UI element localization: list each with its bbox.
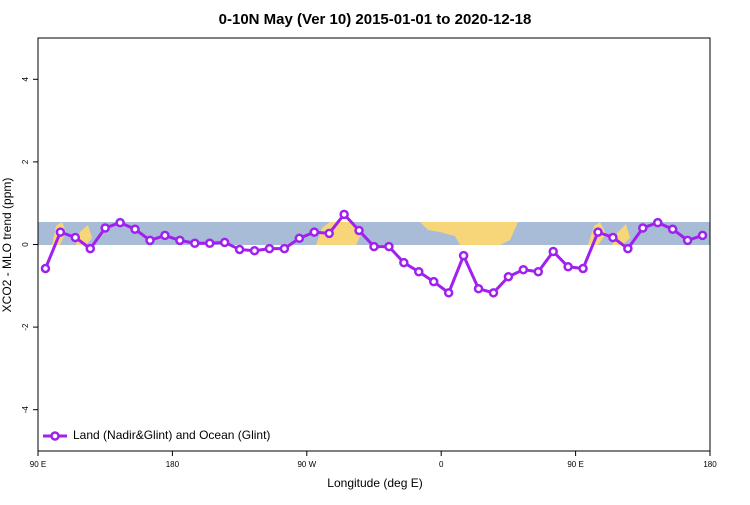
point — [190, 238, 200, 249]
point — [623, 243, 633, 254]
point — [369, 241, 379, 252]
point — [697, 230, 708, 241]
point — [593, 227, 603, 237]
point — [533, 267, 544, 277]
land — [316, 222, 362, 245]
point — [145, 235, 155, 246]
y-tick-label: 2 — [21, 159, 30, 164]
point — [175, 235, 185, 246]
point — [249, 245, 260, 256]
point — [324, 228, 334, 239]
point — [70, 232, 81, 243]
x-tick-label: 180 — [166, 460, 180, 469]
legend-label: Land (Nadir&Glint) and Ocean (Glint) — [73, 428, 270, 442]
y-tick-label: -2 — [21, 323, 30, 331]
y-axis-label: XCO2 - MLO trend (ppm) — [0, 178, 14, 313]
y-tick-label: 0 — [21, 242, 30, 247]
x-tick-label: 90 W — [297, 460, 316, 469]
point — [638, 223, 648, 233]
point — [354, 225, 364, 236]
legend-marker — [50, 431, 60, 441]
point — [414, 267, 424, 277]
map-band — [38, 222, 710, 245]
x-tick-label: 90 E — [567, 460, 583, 469]
point — [578, 263, 588, 274]
point — [608, 232, 618, 243]
point — [563, 262, 573, 272]
point — [85, 243, 96, 254]
point — [279, 243, 290, 254]
point — [160, 230, 170, 241]
point — [428, 276, 439, 287]
x-tick-label: 0 — [439, 460, 444, 469]
y-tick-label: -4 — [21, 406, 30, 414]
point — [234, 244, 245, 255]
point — [473, 283, 484, 294]
x-tick-label: 90 E — [30, 460, 46, 469]
point — [458, 250, 469, 261]
point — [40, 263, 51, 274]
point — [503, 271, 514, 282]
y-tick-label: 4 — [21, 77, 30, 82]
point — [339, 209, 349, 220]
point — [204, 238, 215, 249]
point — [548, 246, 558, 257]
point — [264, 243, 275, 254]
point — [682, 235, 693, 246]
point — [443, 288, 454, 298]
point — [518, 264, 529, 275]
land — [420, 222, 518, 245]
point — [384, 241, 394, 252]
point — [399, 257, 409, 268]
point — [294, 233, 305, 244]
point — [309, 227, 320, 237]
point — [100, 223, 110, 233]
x-tick-label: 180 — [703, 460, 717, 469]
chart-title: 0-10N May (Ver 10) 2015-01-01 to 2020-12… — [219, 11, 532, 28]
point — [667, 224, 678, 234]
x-axis-label: Longitude (deg E) — [327, 476, 422, 490]
ocean — [38, 222, 710, 245]
point — [55, 227, 66, 237]
point — [219, 237, 230, 248]
point — [115, 217, 125, 228]
point — [652, 217, 663, 228]
point — [488, 288, 499, 298]
point — [130, 224, 140, 234]
